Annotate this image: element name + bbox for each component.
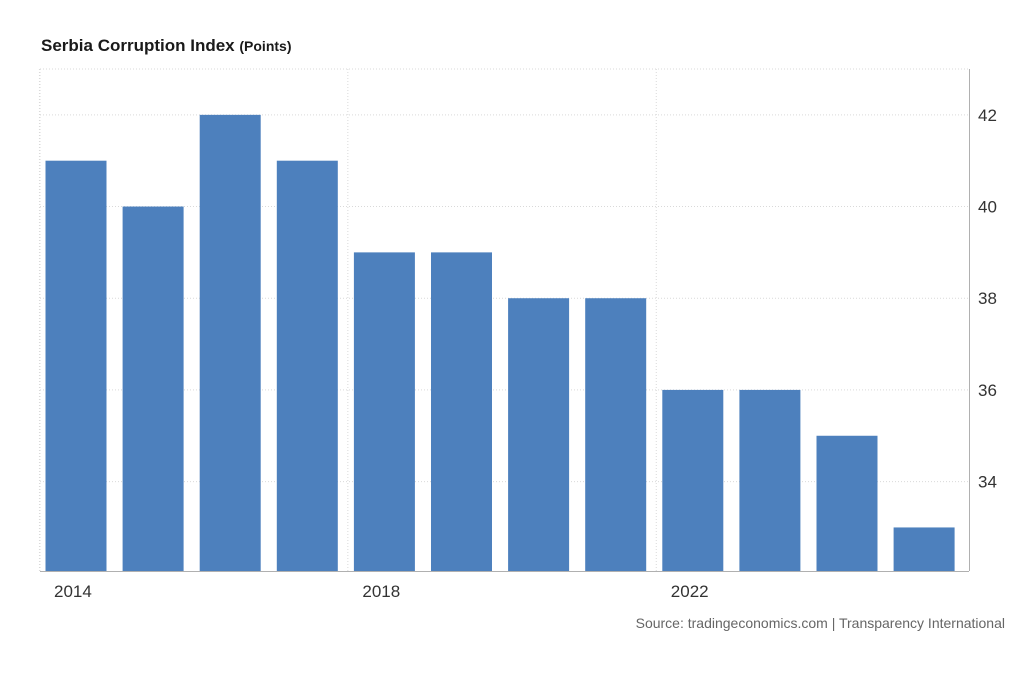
bar-2025 xyxy=(893,527,955,571)
bar-2020 xyxy=(508,298,570,571)
bar-2022 xyxy=(662,389,724,571)
x-tick-labels: 2014 2018 2022 xyxy=(54,582,709,601)
axes xyxy=(40,69,970,572)
bar-2024 xyxy=(816,435,878,571)
bar-2015 xyxy=(122,206,184,571)
x-tick-label: 2014 xyxy=(54,582,92,601)
bars xyxy=(45,114,955,571)
bar-2014 xyxy=(45,160,107,571)
bar-2023 xyxy=(739,389,801,571)
x-tick-label: 2018 xyxy=(362,582,400,601)
y-tick-label: 36 xyxy=(978,381,997,400)
bar-2019 xyxy=(431,252,492,571)
y-tick-label: 42 xyxy=(978,106,997,125)
y-tick-label: 38 xyxy=(978,289,997,308)
y-tick-label: 40 xyxy=(978,198,997,217)
chart-title-unit: (Points) xyxy=(239,38,292,54)
y-tick-label: 34 xyxy=(978,473,997,492)
bar-2017 xyxy=(276,160,338,571)
grid-lines xyxy=(38,68,969,571)
y-tick-labels: 34 36 38 40 42 xyxy=(978,106,997,492)
bar-2018 xyxy=(353,252,415,571)
chart-title-text: Serbia Corruption Index xyxy=(41,36,235,55)
bar-2021 xyxy=(585,298,647,571)
source-note: Source: tradingeconomics.com | Transpare… xyxy=(635,615,1005,631)
chart-title: Serbia Corruption Index (Points) xyxy=(41,36,291,56)
bar-2016 xyxy=(199,114,261,571)
x-tick-label: 2022 xyxy=(671,582,709,601)
